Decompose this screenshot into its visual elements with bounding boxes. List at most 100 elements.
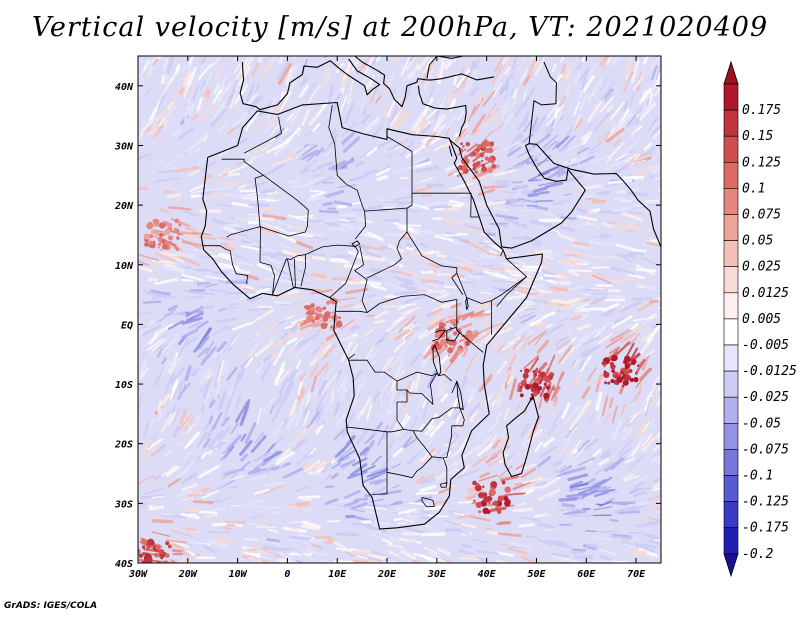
field-streak (402, 72, 411, 83)
field-streak (147, 504, 158, 508)
field-streak (323, 138, 333, 150)
field-streak (390, 356, 400, 369)
hotspot-cell (159, 232, 164, 238)
field-streak (209, 102, 217, 114)
field-streak (509, 354, 517, 366)
hotspot-cell (138, 553, 144, 558)
field-streak (246, 192, 264, 199)
field-streak (163, 449, 173, 458)
field-streak (353, 304, 363, 309)
field-streak (431, 292, 450, 302)
field-streak (506, 56, 516, 67)
field-streak (199, 110, 209, 124)
colorbar-swatch (723, 527, 739, 555)
field-streak (232, 90, 238, 105)
field-streak (479, 472, 490, 479)
country-border (259, 226, 261, 263)
field-streak (493, 205, 509, 212)
field-streak (157, 90, 168, 108)
field-streak (257, 101, 273, 117)
field-streak (388, 332, 398, 341)
field-streak (382, 420, 397, 440)
field-streak (174, 64, 181, 76)
field-streak (469, 86, 479, 98)
field-streak (503, 84, 510, 102)
hotspot-cell (143, 233, 151, 240)
field-streak (428, 339, 438, 346)
field-streak (577, 348, 590, 359)
field-streak (401, 56, 411, 76)
field-streak (466, 143, 478, 153)
field-streak (624, 299, 643, 311)
colorbar-label: 0.0125 (742, 286, 789, 301)
field-streak (493, 74, 503, 91)
field-streak (608, 530, 620, 533)
field-streak (632, 317, 654, 322)
field-streak (581, 311, 591, 318)
field-streak (533, 114, 547, 134)
field-streak (368, 205, 384, 210)
field-streak (542, 210, 558, 218)
field-streak (151, 127, 158, 137)
field-streak (602, 131, 611, 141)
field-streak (621, 199, 632, 203)
field-streak (435, 200, 457, 205)
field-streak (213, 83, 220, 94)
field-streak (290, 65, 298, 76)
field-streak (203, 85, 209, 96)
field-streak (182, 450, 192, 461)
field-streak (205, 426, 215, 441)
field-streak (497, 532, 522, 538)
field-streak (480, 329, 497, 345)
field-streak (602, 486, 612, 492)
field-streak (392, 545, 412, 553)
field-streak (162, 119, 174, 131)
field-streak (634, 390, 642, 402)
field-streak (578, 66, 591, 82)
field-streak (500, 474, 520, 482)
field-streak (610, 457, 624, 470)
field-streak (198, 335, 210, 350)
field-streak (525, 535, 536, 539)
field-streak (392, 110, 404, 128)
field-streak (292, 145, 305, 153)
field-streak (243, 503, 264, 508)
field-streak (351, 56, 357, 65)
field-streak (377, 425, 389, 447)
field-streak (258, 262, 268, 266)
field-streak (232, 267, 250, 275)
field-streak (608, 489, 619, 494)
field-streak (287, 368, 298, 383)
field-streak (237, 367, 246, 382)
field-streak (458, 436, 469, 451)
field-streak (290, 317, 307, 325)
field-streak (655, 72, 661, 88)
field-streak (437, 547, 451, 556)
field-streak (552, 555, 561, 559)
field-streak (428, 413, 438, 430)
field-streak (621, 254, 636, 258)
field-streak (241, 78, 248, 91)
field-streak (578, 56, 584, 61)
field-streak (560, 346, 575, 364)
field-streak (399, 141, 415, 157)
field-streak (374, 330, 389, 346)
hotspot-cell (147, 569, 151, 573)
field-streak (411, 325, 420, 331)
field-streak (414, 126, 421, 136)
field-streak (287, 289, 299, 296)
field-streak (543, 125, 551, 135)
field-streak (299, 76, 309, 88)
lake-outline (465, 297, 469, 310)
field-streak (605, 163, 616, 171)
field-streak (569, 315, 583, 321)
field-streak (280, 91, 285, 101)
field-streak (147, 319, 157, 327)
field-streak (265, 537, 280, 543)
hotspot-cell (465, 141, 471, 147)
field-streak (376, 139, 393, 149)
field-streak (473, 58, 480, 69)
field-streak (495, 384, 505, 409)
field-streak (397, 209, 419, 212)
field-streak (203, 387, 212, 410)
